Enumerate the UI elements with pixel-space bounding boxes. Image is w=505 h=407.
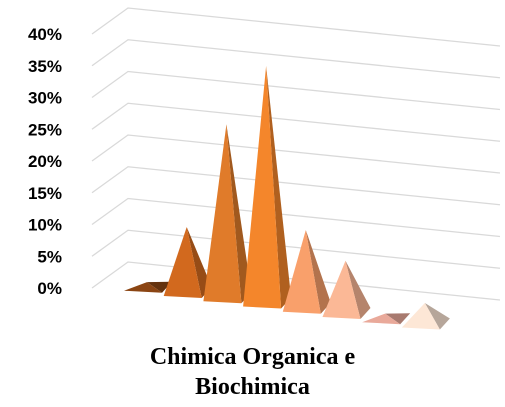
y-tick-label: 5% <box>37 247 62 266</box>
pyramid-side-face <box>345 260 371 319</box>
y-tick-label: 35% <box>28 57 62 76</box>
gridline-15pct <box>91 166 501 206</box>
pyramid-side-face <box>424 302 450 330</box>
chart-title-line-2: Biochimica <box>195 374 310 400</box>
pyramid-side-face <box>226 124 252 304</box>
pyramid-side-face <box>266 66 292 309</box>
chart-title-line-1: Chimica Organica e <box>149 344 356 370</box>
y-tick-label: 25% <box>28 120 62 139</box>
pyramid-bar-3 <box>203 124 252 304</box>
pyramid-bar-1 <box>124 281 173 293</box>
y-axis-tick-labels: 0% 5% 10% 15% 20% 25% 30% 35% 40% <box>28 25 62 298</box>
pyramid-bar-4 <box>243 66 292 309</box>
gridline-35pct <box>91 39 501 79</box>
pyramid-side-face <box>385 313 411 325</box>
y-tick-label: 15% <box>28 184 62 203</box>
gridline-25pct <box>91 102 501 142</box>
gridline-40pct <box>91 7 501 47</box>
pyramid-front-face <box>362 313 401 325</box>
y-tick-label: 10% <box>28 216 62 235</box>
gridline-10pct <box>91 197 501 238</box>
gridline-0pct <box>91 261 501 301</box>
pyramid-front-face <box>282 230 321 314</box>
pyramid-front-face <box>203 124 242 304</box>
gridline-30pct <box>91 70 501 111</box>
chart-gridlines <box>91 7 501 301</box>
y-tick-label: 20% <box>28 152 62 171</box>
y-tick-label: 30% <box>28 89 62 108</box>
pyramid-front-face <box>401 302 440 330</box>
pyramid-front-face <box>124 282 163 293</box>
chart-pyramids <box>124 66 450 330</box>
gridline-20pct <box>91 134 501 174</box>
pyramid-front-face <box>243 66 282 309</box>
pyramid-side-face <box>186 227 212 298</box>
y-tick-label: 0% <box>37 279 62 298</box>
pyramid-bar-5 <box>282 230 331 314</box>
gridline-5pct <box>91 229 501 269</box>
pyramid-side-face <box>305 230 331 314</box>
y-tick-label: 40% <box>28 25 62 44</box>
pyramid-bar-8 <box>401 302 450 330</box>
pyramid-front-face <box>322 260 361 319</box>
pyramid-bar-6 <box>322 260 371 319</box>
pyramid-bar-2 <box>163 227 212 298</box>
pyramid-side-face <box>147 281 173 293</box>
pyramid-bar-7 <box>362 313 411 325</box>
pyramid-front-face <box>163 227 202 298</box>
